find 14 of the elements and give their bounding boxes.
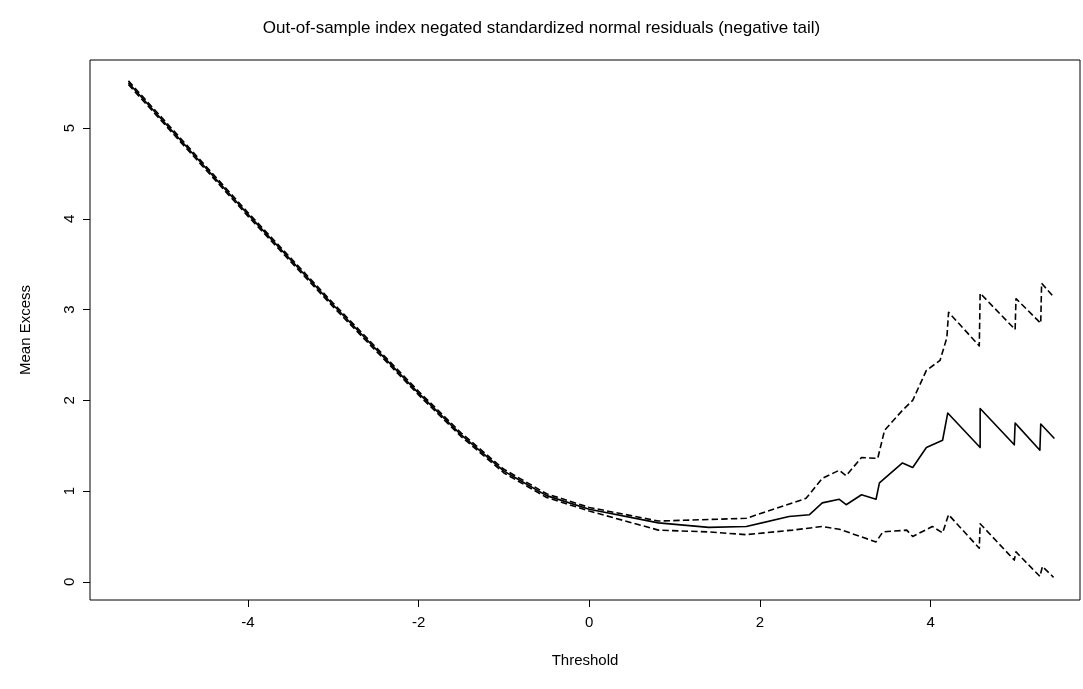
y-tick-label: 3 xyxy=(60,305,77,314)
x-axis-title: Threshold xyxy=(551,651,619,668)
x-tick-label: -2 xyxy=(411,613,426,630)
y-tick-label: 5 xyxy=(60,123,77,133)
y-tick-label: 0 xyxy=(60,577,77,587)
x-tick-label: -4 xyxy=(241,613,255,630)
y-tick-label: 2 xyxy=(60,396,77,405)
y-tick-label: 4 xyxy=(60,214,77,223)
x-tick-label: 4 xyxy=(926,613,935,630)
chart-title: Out-of-sample index negated standardized normal residuals (negative tail) xyxy=(262,18,821,37)
y-axis-title: Mean Excess xyxy=(16,284,33,376)
x-tick-label: 0 xyxy=(585,613,594,630)
y-tick-label: 1 xyxy=(60,486,77,496)
x-tick-label: 2 xyxy=(755,613,765,630)
